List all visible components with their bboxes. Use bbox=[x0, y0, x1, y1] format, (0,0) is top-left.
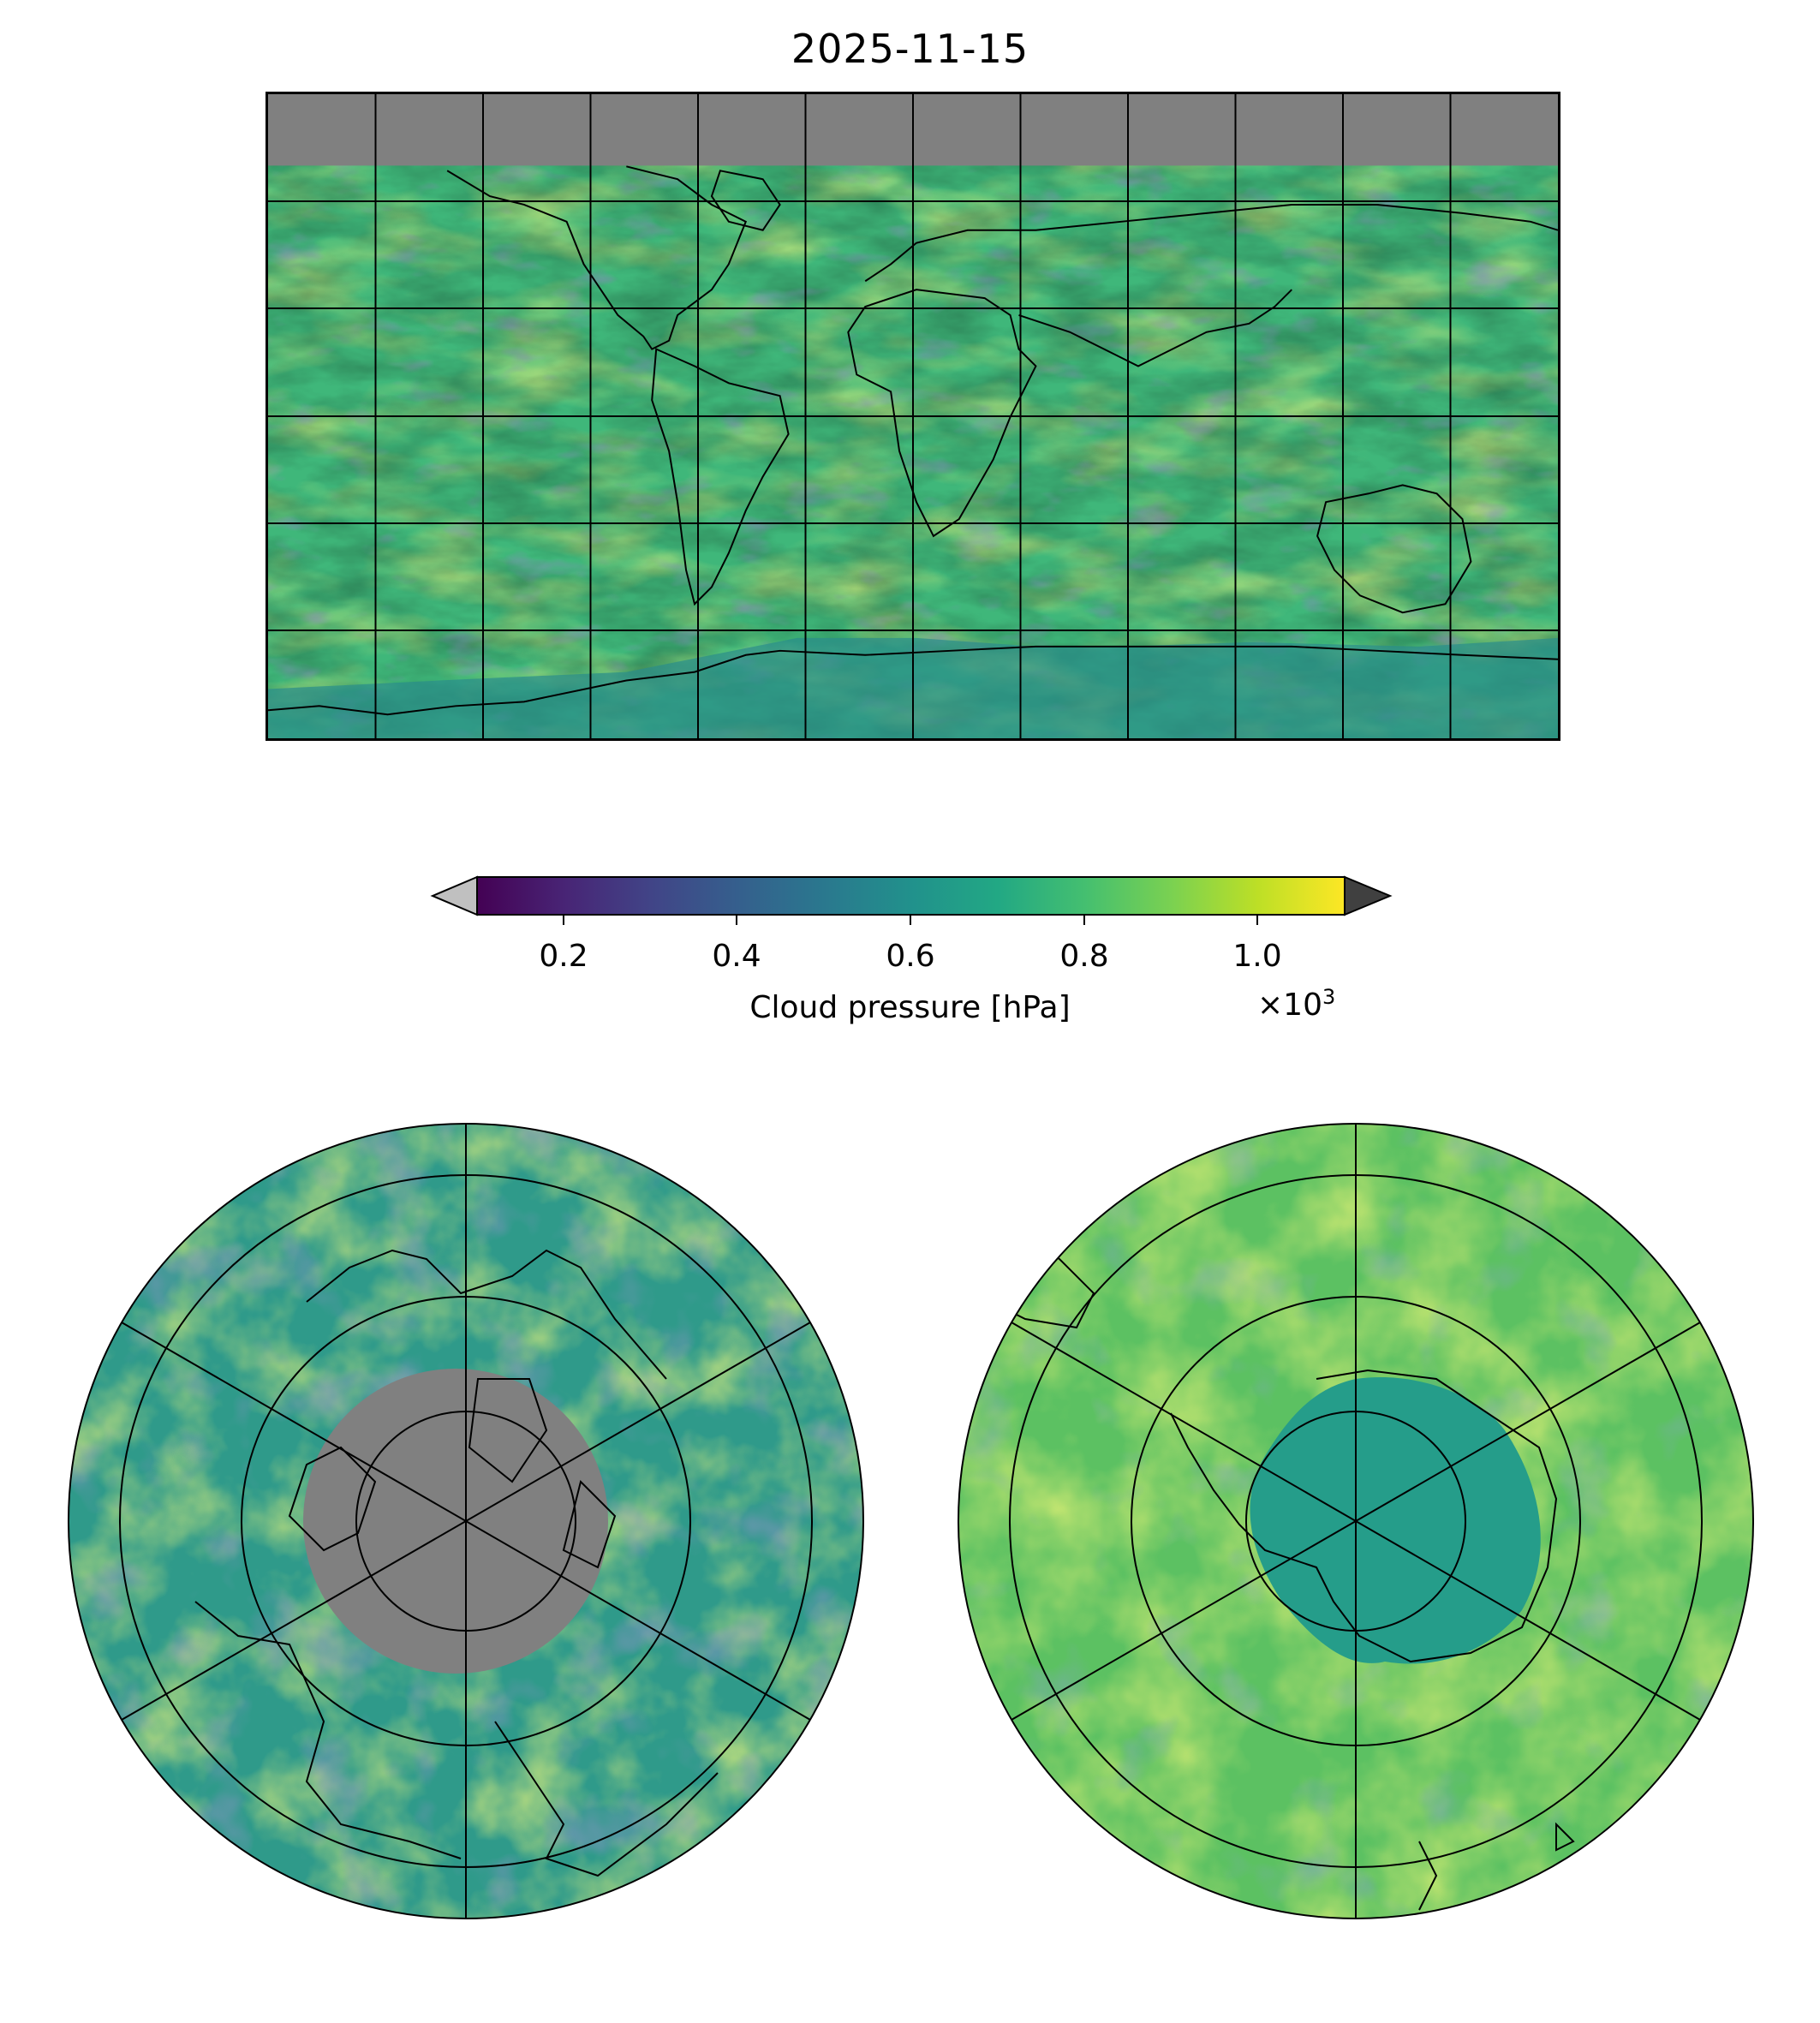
coastline-antarctica bbox=[1170, 1369, 1558, 1663]
coastline bbox=[494, 1721, 719, 1877]
coastline bbox=[1555, 1822, 1575, 1852]
coastline bbox=[1418, 1841, 1438, 1911]
colorbar-multiplier: ×103 bbox=[1257, 985, 1336, 1023]
colorbar-under-arrow bbox=[430, 875, 478, 916]
coastline bbox=[468, 1378, 548, 1483]
colorbar-tick-label: 0.4 bbox=[712, 939, 761, 974]
colorbar-tick-label: 0.6 bbox=[886, 939, 935, 974]
coastline bbox=[562, 1480, 617, 1569]
colorbar-gradient bbox=[476, 876, 1346, 916]
colorbar bbox=[430, 875, 1396, 925]
coastline bbox=[306, 1249, 667, 1380]
antarctic-plateau bbox=[1250, 1377, 1541, 1664]
coastline-antarctica bbox=[268, 645, 1558, 716]
coastline-south-america bbox=[651, 348, 790, 606]
coastline bbox=[288, 1446, 377, 1552]
colorbar-tick-label: 1.0 bbox=[1232, 939, 1282, 974]
coastline-north-america bbox=[446, 165, 748, 350]
coastline-asia-south bbox=[1018, 289, 1292, 367]
colorbar-label: Cloud pressure [hPa] bbox=[749, 990, 1071, 1025]
coastline-australia bbox=[1316, 484, 1472, 614]
coastline bbox=[194, 1601, 462, 1859]
global-map[interactable] bbox=[266, 92, 1560, 741]
south-polar-map[interactable] bbox=[957, 1122, 1755, 1920]
missing-data-region bbox=[303, 1369, 608, 1674]
coastline-africa bbox=[847, 289, 1037, 538]
coastline-greenland bbox=[710, 170, 781, 231]
colorbar-tick-label: 0.2 bbox=[539, 939, 588, 974]
colorbar-over-arrow bbox=[1344, 875, 1393, 916]
figure-title: 2025-11-15 bbox=[791, 26, 1029, 72]
colorbar-tick-label: 0.8 bbox=[1059, 939, 1109, 974]
north-polar-map[interactable] bbox=[67, 1122, 865, 1920]
